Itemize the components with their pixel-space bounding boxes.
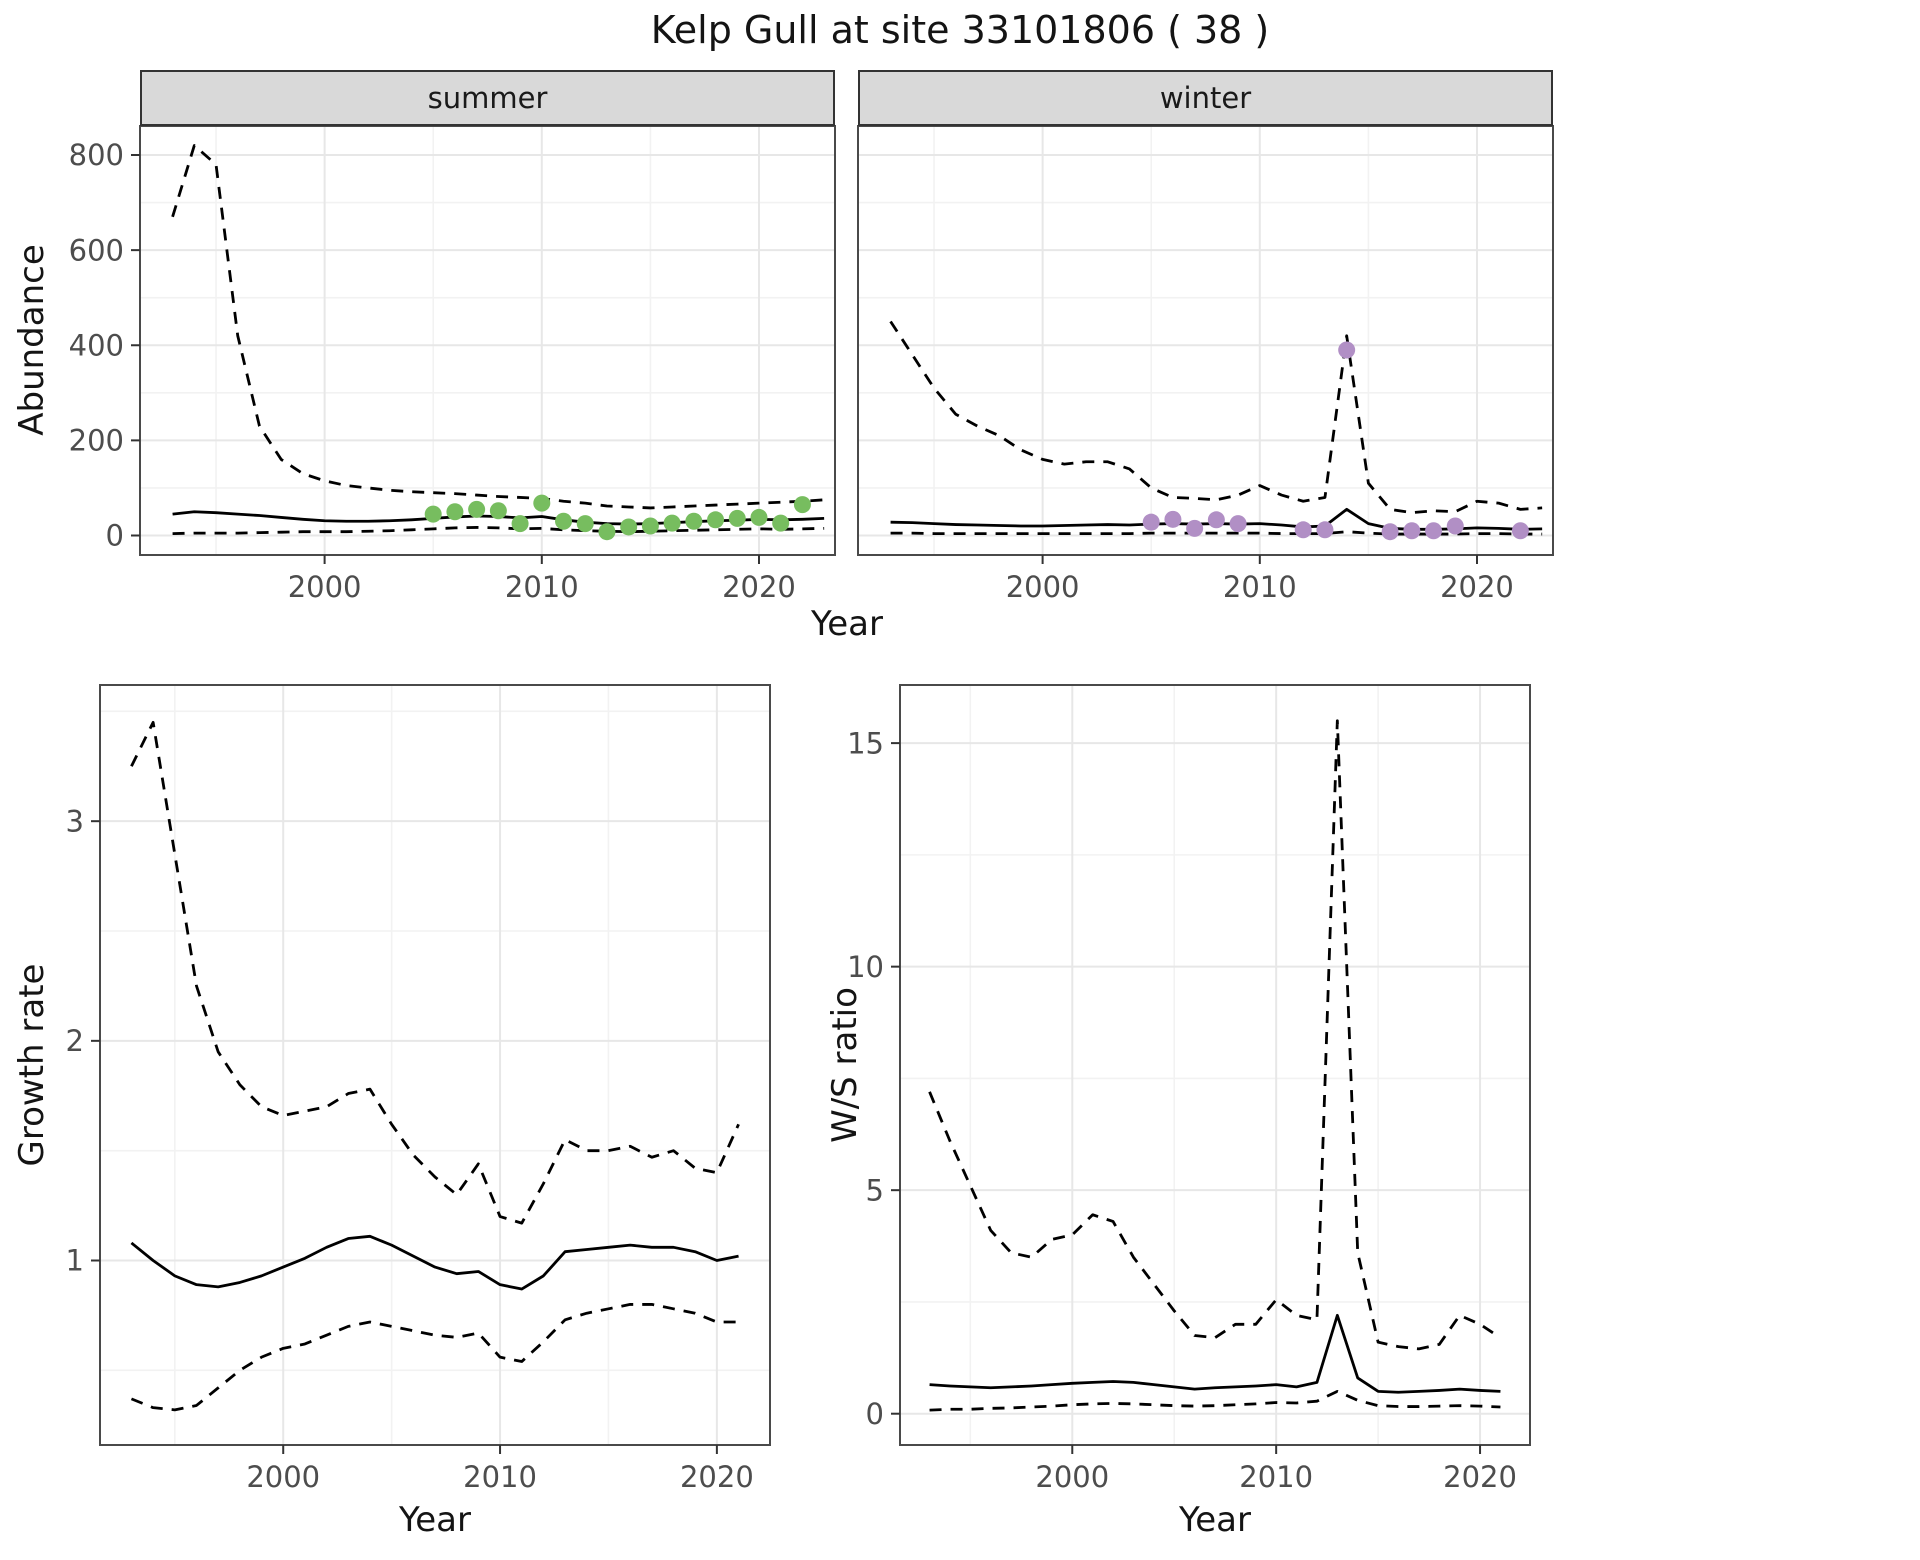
abundance-winter-x-tick-label: 2010: [1223, 570, 1297, 604]
ws-ratio-lower-95ci-line: [929, 1389, 1501, 1412]
observed-counts-summer-point: [533, 494, 551, 512]
growth-rate-axis-title: Growth rate: [12, 963, 52, 1167]
growth-rate-x-tick-label: 2020: [680, 1460, 754, 1494]
facet-strip-summer-label: summer: [427, 81, 548, 115]
observed-counts-summer-point: [728, 509, 746, 527]
growth-rate-panel-border: [99, 684, 771, 1446]
observed-counts-summer-point: [707, 511, 725, 529]
observed-counts-summer-point: [511, 515, 529, 533]
abundance-summer-lower-95ci-line: [172, 526, 825, 535]
observed-counts-winter-point: [1381, 523, 1399, 541]
observed-counts-summer-point: [793, 496, 811, 514]
facet-strip-summer: summer: [140, 70, 835, 126]
observed-counts-summer-point: [468, 500, 486, 518]
ws-ratio-upper-95ci-line: [928, 719, 1502, 1351]
observed-counts-summer-point: [641, 517, 659, 535]
ws-ratio-y-tick-label: 10: [847, 950, 884, 984]
abundance-summer-x-tick-label: 2020: [722, 570, 796, 604]
observed-counts-winter-point: [1186, 519, 1204, 537]
growth-rate-y-tick-label: 1: [66, 1244, 84, 1278]
abundance-summer-y-tick-label: 400: [69, 328, 124, 362]
ws-ratio-x-tick-label: 2010: [1239, 1460, 1313, 1494]
abundance-summer-x-tick-label: 2000: [288, 570, 362, 604]
abundance-summer-upper-95ci-line: [171, 144, 825, 510]
facet-strip-winter: winter: [858, 70, 1553, 126]
observed-counts-winter-point: [1316, 521, 1334, 539]
ws-ratio-x-tick-label: 2000: [1035, 1460, 1109, 1494]
growth-rate-lower-95ci-line: [130, 1303, 739, 1412]
growth-rate-upper-95ci-line: [130, 720, 740, 1225]
growth-rate-y-tick-label: 2: [66, 1024, 84, 1058]
observed-counts-summer-point: [598, 523, 616, 541]
abundance-winter-lower-95ci-line: [890, 530, 1543, 536]
ws-ratio-y-tick-label: 5: [866, 1173, 884, 1207]
observed-counts-winter-point: [1142, 513, 1160, 531]
observed-counts-winter-point: [1294, 521, 1312, 539]
ws-ratio-panel-border: [899, 684, 1531, 1446]
abundance-winter-x-tick-label: 2020: [1440, 570, 1514, 604]
ws-ratio-x-tick-label: 2020: [1443, 1460, 1517, 1494]
abundance-winter-panel-border: [857, 125, 1554, 556]
observed-counts-summer-point: [424, 505, 442, 523]
observed-counts-winter-point: [1229, 515, 1247, 533]
observed-counts-winter-point: [1425, 522, 1443, 540]
growth-rate-panel-background: [100, 685, 770, 1445]
abundance-summer-y-tick-label: 0: [106, 519, 124, 553]
abundance-summer-panel-background: [140, 126, 835, 555]
observed-counts-summer-point: [576, 515, 594, 533]
observed-counts-winter-point: [1403, 522, 1421, 540]
abundance-summer-y-tick-label: 800: [69, 138, 124, 172]
observed-counts-summer-point: [663, 514, 681, 532]
ws-ratio-y-tick-label: 0: [866, 1397, 884, 1431]
observed-counts-winter-point: [1338, 341, 1356, 359]
observed-counts-winter-point: [1511, 522, 1529, 540]
ws-ratio-y-tick-label: 15: [847, 726, 884, 760]
observed-counts-summer-point: [489, 502, 507, 520]
year-axis-title-bottom-left: Year: [399, 1500, 471, 1540]
year-axis-title-bottom-right: Year: [1179, 1500, 1251, 1540]
growth-rate-x-tick-label: 2010: [463, 1460, 537, 1494]
observed-counts-summer-point: [555, 512, 573, 530]
abundance-summer-y-tick-label: 600: [69, 233, 124, 267]
observed-counts-winter-point: [1164, 510, 1182, 528]
ws-ratio-axis-title: W/S ratio: [825, 987, 865, 1143]
year-axis-title-top: Year: [811, 604, 883, 644]
growth-rate-x-tick-label: 2000: [246, 1460, 320, 1494]
abundance-summer-y-tick-label: 200: [69, 424, 124, 458]
observed-counts-winter-point: [1207, 511, 1225, 529]
abundance-winter-panel-background: [858, 126, 1553, 555]
observed-counts-summer-point: [446, 503, 464, 521]
observed-counts-summer-point: [750, 508, 768, 526]
abundance-axis-title: Abundance: [12, 244, 52, 436]
observed-counts-summer-point: [772, 514, 790, 532]
facet-strip-winter-label: winter: [1159, 81, 1252, 115]
figure-title: Kelp Gull at site 33101806 ( 38 ): [650, 8, 1270, 52]
ws-ratio-panel-background: [900, 685, 1530, 1445]
growth-rate-y-tick-label: 3: [66, 804, 84, 838]
abundance-summer-x-tick-label: 2010: [505, 570, 579, 604]
abundance-summer-panel-border: [139, 125, 836, 556]
observed-counts-summer-point: [620, 518, 638, 536]
ws-ratio-mean-line: [929, 1313, 1501, 1394]
abundance-winter-x-tick-label: 2000: [1006, 570, 1080, 604]
observed-counts-winter-point: [1446, 517, 1464, 535]
observed-counts-summer-point: [685, 512, 703, 530]
growth-rate-mean-line: [130, 1234, 739, 1291]
